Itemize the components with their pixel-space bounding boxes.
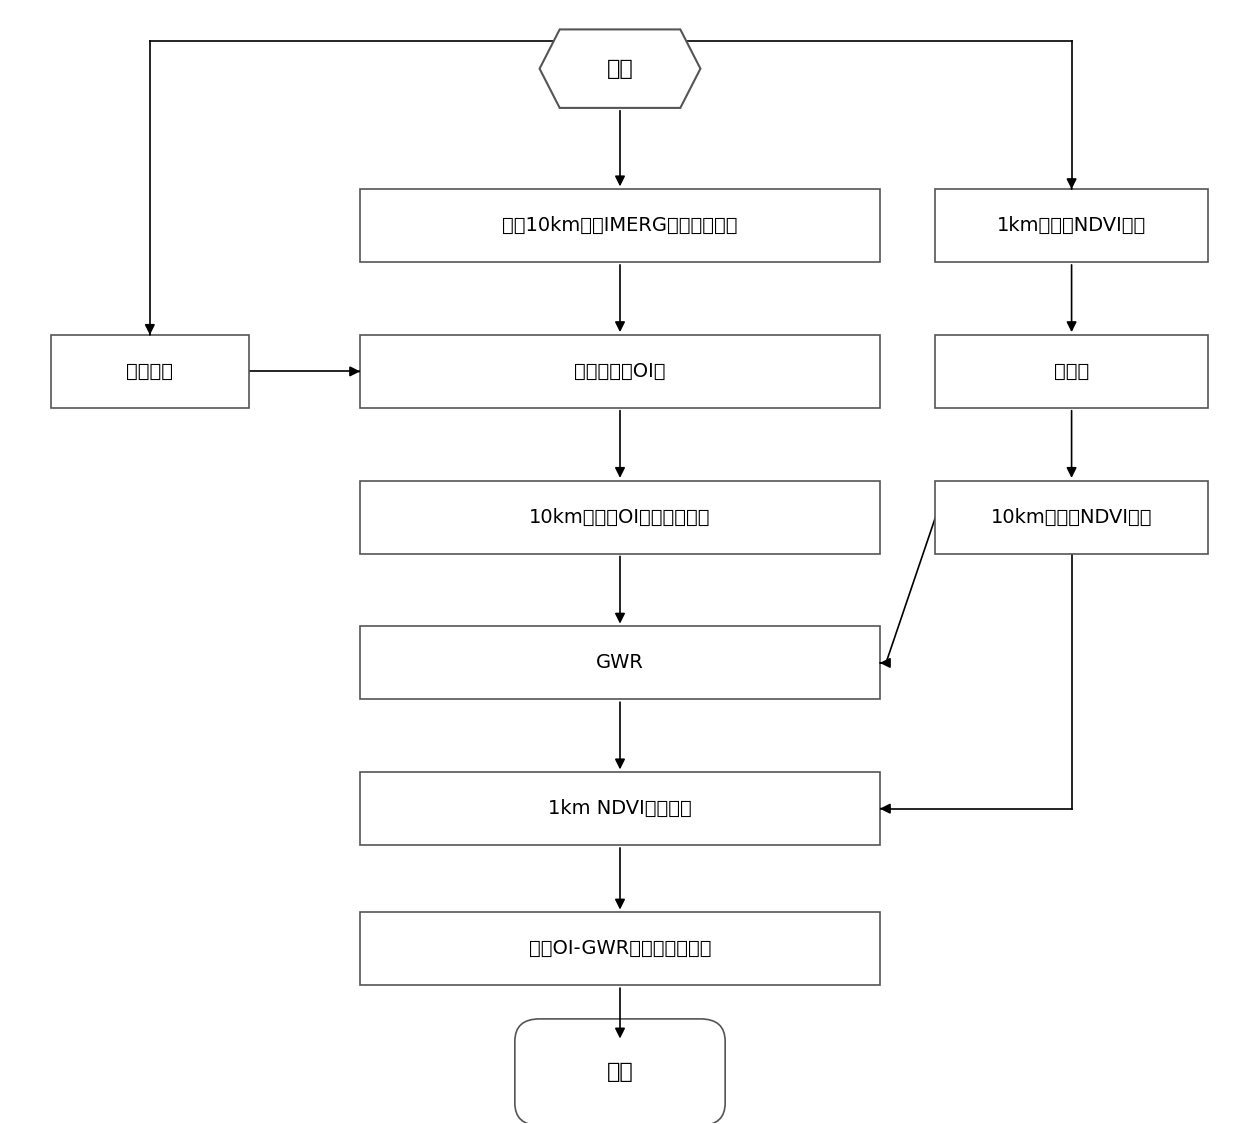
FancyBboxPatch shape [360,189,880,262]
Text: 最优插值（OI）: 最优插值（OI） [574,362,666,381]
Text: 1km NDVI回归系数: 1km NDVI回归系数 [548,799,692,818]
Polygon shape [539,29,701,108]
Text: 获得OI-GWR校正降尺度数据: 获得OI-GWR校正降尺度数据 [528,940,712,959]
FancyBboxPatch shape [360,913,880,986]
Text: 10km分辨率OI融合降水数据: 10km分辨率OI融合降水数据 [529,508,711,527]
Text: 重采样: 重采样 [1054,362,1089,381]
Text: 获取10km原始IMERG卫星降水数据: 获取10km原始IMERG卫星降水数据 [502,216,738,235]
FancyBboxPatch shape [51,335,249,408]
FancyBboxPatch shape [935,189,1208,262]
FancyBboxPatch shape [935,335,1208,408]
Text: 结束: 结束 [606,1062,634,1082]
Text: 开始: 开始 [606,58,634,79]
Text: GWR: GWR [596,653,644,672]
Text: 实况降水: 实况降水 [126,362,174,381]
Text: 10km分辨率NDVI数据: 10km分辨率NDVI数据 [991,508,1152,527]
FancyBboxPatch shape [360,772,880,845]
FancyBboxPatch shape [935,481,1208,554]
FancyBboxPatch shape [360,335,880,408]
Text: 1km分辨率NDVI数据: 1km分辨率NDVI数据 [997,216,1146,235]
FancyBboxPatch shape [515,1018,725,1124]
FancyBboxPatch shape [360,481,880,554]
FancyBboxPatch shape [360,626,880,699]
